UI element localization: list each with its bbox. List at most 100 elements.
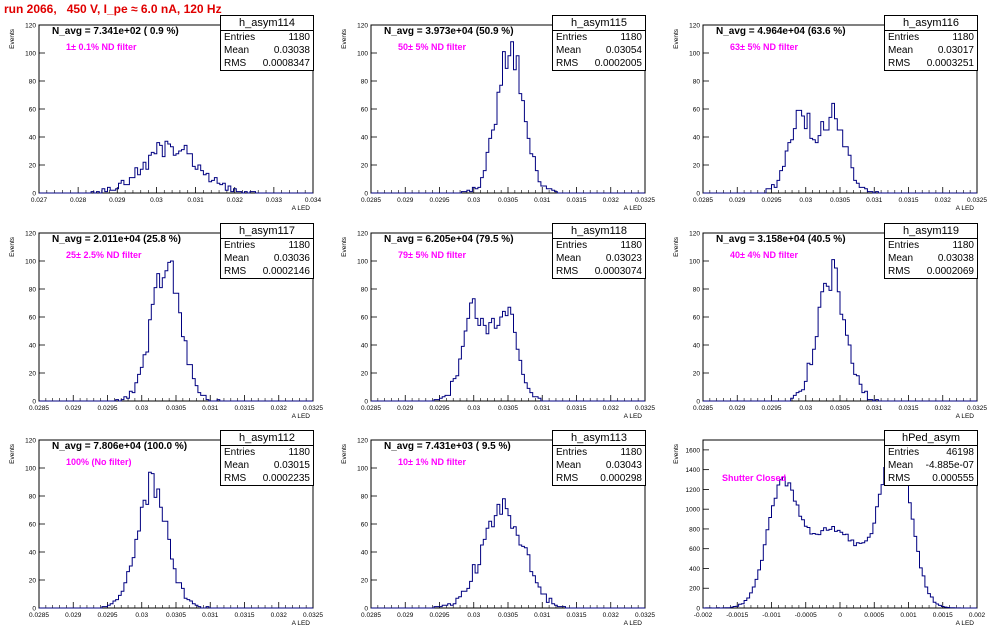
y-tick-label: 200	[689, 586, 700, 593]
x-tick-label: 0.032	[603, 612, 620, 619]
x-tick-label: 0.0305	[498, 405, 518, 412]
stats-row-entries: Entries 1180	[221, 446, 313, 459]
navg-label: N_avg = 3.158e+04 (40.5 %)	[716, 234, 846, 245]
histogram-panel-h_asym112: 0.0285 0.029 0.0295 0.03 0.0305 0.031 0.0315 0.…	[0, 430, 332, 637]
x-tick-label: 0.002	[969, 612, 986, 619]
x-tick-label: 0.0305	[498, 197, 518, 204]
x-tick-label: 0.032	[227, 197, 244, 204]
filter-note: 100% (No filter)	[66, 457, 132, 467]
x-tick-label: 0.0315	[567, 405, 587, 412]
y-tick-label: 40	[29, 343, 37, 350]
histogram-series	[39, 260, 313, 402]
stats-value: 1180	[288, 240, 310, 251]
filter-note: 10± 1% ND filter	[398, 457, 466, 467]
y-tick-label: 80	[693, 79, 701, 86]
x-tick-label: 0.0295	[762, 197, 782, 204]
x-tick-label: 0.03	[467, 405, 480, 412]
filter-note: 50± 5% ND filter	[398, 42, 466, 52]
stats-value: 0.0002069	[926, 266, 974, 277]
y-axis-label: Events	[673, 236, 680, 257]
y-tick-label: 60	[361, 522, 369, 529]
y-tick-label: 80	[693, 287, 701, 294]
y-tick-label: 1600	[686, 447, 701, 454]
y-tick-label: 40	[361, 550, 369, 557]
stats-value: 0.03043	[605, 460, 642, 471]
filter-note: 79± 5% ND filter	[398, 250, 466, 260]
stats-value: 0.000555	[932, 473, 974, 484]
y-tick-label: 40	[693, 135, 701, 142]
stats-row-rms: RMS 0.0002235	[221, 472, 313, 485]
stats-row-entries: Entries 1180	[553, 31, 645, 44]
stats-box: h_asym116 Entries 1180 Mean 0.03017 RMS 0.0003…	[884, 15, 978, 71]
navg-label: N_avg = 7.341e+02 ( 0.9 %)	[52, 26, 179, 37]
stats-value: 0.03036	[273, 253, 310, 264]
histogram-series	[371, 498, 645, 609]
x-tick-label: 0.03	[150, 197, 163, 204]
y-axis-label: Events	[673, 443, 680, 464]
stats-key: RMS	[888, 58, 911, 69]
y-tick-label: 0	[364, 606, 368, 613]
y-tick-label: 60	[693, 315, 701, 322]
y-tick-label: 120	[357, 23, 368, 30]
stats-value: 1180	[620, 447, 642, 458]
stats-row-rms: RMS 0.000555	[885, 472, 977, 485]
histogram-series	[703, 259, 977, 402]
x-tick-label: 0.0295	[98, 612, 118, 619]
stats-box: h_asym119 Entries 1180 Mean 0.03038 RMS 0.0002…	[884, 223, 978, 279]
x-tick-label: 0.0015	[933, 612, 953, 619]
stats-row-entries: Entries 1180	[553, 239, 645, 252]
stats-value: 1180	[288, 32, 310, 43]
x-tick-label: 0.0305	[498, 612, 518, 619]
y-tick-label: 0	[696, 191, 700, 198]
stats-value: 0.0002005	[594, 58, 642, 69]
y-tick-label: 100	[25, 259, 36, 266]
navg-label: N_avg = 7.431e+03 ( 9.5 %)	[384, 441, 511, 452]
navg-label: N_avg = 6.205e+04 (79.5 %)	[384, 234, 514, 245]
stats-value: 1180	[620, 32, 642, 43]
x-tick-label: 0.029	[65, 612, 82, 619]
x-tick-label: 0.0295	[98, 405, 118, 412]
histogram-panel-h_asym117: 0.0285 0.029 0.0295 0.03 0.0305 0.031 0.0315 0.…	[0, 223, 332, 430]
y-axis-label: Events	[341, 28, 348, 49]
stats-key: RMS	[224, 58, 247, 69]
histogram-plot: 0.0285 0.029 0.0295 0.03 0.0305 0.031 0.0315 0.…	[673, 231, 987, 421]
stats-key: Entries	[556, 447, 588, 458]
stats-row-entries: Entries 1180	[885, 239, 977, 252]
x-tick-label: 0.0315	[235, 405, 255, 412]
y-tick-label: 80	[361, 494, 369, 501]
y-axis-label: Events	[9, 236, 16, 257]
stats-row-mean: Mean 0.03038	[221, 44, 313, 57]
histogram-plot: 0.0285 0.029 0.0295 0.03 0.0305 0.031 0.0315 0.…	[341, 23, 655, 213]
stats-key: Entries	[556, 32, 588, 43]
y-tick-label: 20	[29, 163, 37, 170]
histogram-series	[703, 102, 977, 194]
stats-key: Entries	[888, 240, 920, 251]
y-tick-label: 100	[689, 259, 700, 266]
y-tick-label: 1000	[686, 507, 701, 514]
stats-value: 1180	[288, 447, 310, 458]
histogram-plot: 0.0285 0.029 0.0295 0.03 0.0305 0.031 0.0315 0.…	[341, 438, 655, 628]
stats-key: Mean	[888, 45, 914, 56]
stats-key: RMS	[556, 266, 579, 277]
histogram-plot: 0.0285 0.029 0.0295 0.03 0.0305 0.031 0.0315 0.…	[9, 438, 323, 628]
x-tick-label: 0.03	[135, 405, 148, 412]
x-tick-label: 0.029	[397, 197, 414, 204]
y-tick-label: 60	[29, 107, 37, 114]
y-tick-label: 20	[361, 371, 369, 378]
x-tick-label: 0.0325	[635, 612, 655, 619]
stats-box: h_asym117 Entries 1180 Mean 0.03036 RMS 0.0002…	[220, 223, 314, 279]
y-tick-label: 0	[32, 606, 36, 613]
x-tick-label: 0.031	[866, 197, 883, 204]
x-tick-label: 0.034	[305, 197, 322, 204]
x-tick-label: 0.0305	[166, 612, 186, 619]
stats-key: Mean	[224, 460, 250, 471]
y-tick-label: 20	[29, 371, 37, 378]
y-tick-label: 20	[361, 578, 369, 585]
x-tick-label: 0.0285	[693, 405, 713, 412]
stats-key: Entries	[888, 447, 920, 458]
filter-note: 40± 4% ND filter	[730, 250, 798, 260]
stats-box: h_asym115 Entries 1180 Mean 0.03054 RMS 0.0002…	[552, 15, 646, 71]
y-tick-label: 80	[29, 287, 37, 294]
y-tick-label: 0	[364, 399, 368, 406]
y-tick-label: 80	[29, 79, 37, 86]
